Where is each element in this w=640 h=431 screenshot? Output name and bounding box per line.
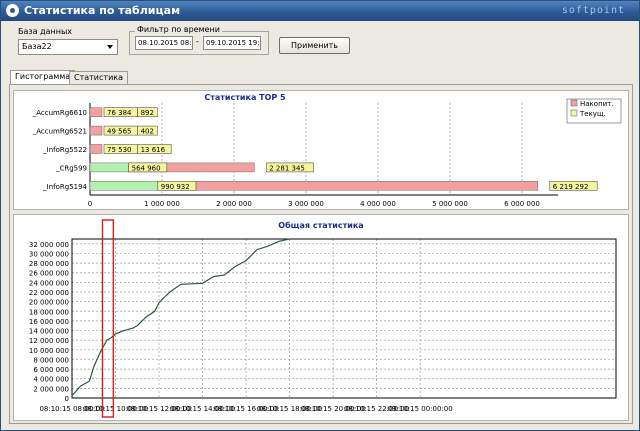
x-tick-label: 08:10:15 20:00:00 (301, 405, 366, 413)
app-icon (6, 4, 19, 17)
y-tick-label: 20 000 000 (29, 299, 69, 307)
tab-statistics[interactable]: Статистика (69, 71, 128, 84)
bar-accumulated (89, 144, 103, 154)
y-tick-label: 8 000 000 (33, 356, 69, 364)
chart-title: Общая статистика (278, 220, 363, 230)
data-label: 2 281 345 (269, 164, 305, 172)
x-tick-label: 08:10:15 08:00:00 (39, 405, 104, 413)
data-label: 75 530 (107, 146, 132, 154)
date-from-field[interactable]: 08.10.2015 08:00 (135, 36, 193, 50)
y-tick-label: 2 000 000 (33, 385, 69, 393)
category-label: _InfoRg5194 (42, 183, 87, 191)
bar-accumulated (157, 181, 539, 191)
data-label-box (128, 162, 168, 173)
x-tick-label: 08:10:15 10:00:00 (83, 405, 148, 413)
highlight-box (101, 219, 115, 418)
database-value: База22 (22, 42, 52, 51)
y-tick-label: 6 000 000 (33, 366, 69, 374)
y-tick-label: 24 000 000 (29, 279, 69, 287)
y-tick-label: 14 000 000 (29, 328, 69, 336)
database-select[interactable]: База22 (18, 39, 118, 55)
category-label: _InfoRg5522 (42, 146, 87, 154)
series-line (71, 238, 290, 397)
data-label-box (549, 181, 598, 191)
data-label-box (137, 107, 158, 118)
x-tick-label: 0 (88, 200, 92, 208)
date-range-dash: - (196, 37, 199, 46)
database-label: База данных (18, 27, 73, 36)
x-tick-label: 08:10:15 16:00:00 (214, 405, 279, 413)
x-tick-label: 09:10:15 00:00:00 (388, 405, 453, 413)
data-label-box (137, 144, 172, 154)
data-label: 76 384 (107, 109, 132, 117)
bar-accumulated (89, 125, 103, 136)
legend-label: Текущ. (579, 110, 606, 118)
x-tick-label: 08:10:15 14:00:00 (170, 405, 235, 413)
data-label-box (157, 181, 197, 191)
total-stats-chart-panel: Общая статистика 0 2 000 000 4 000 000 6 000… (13, 214, 629, 421)
y-tick-label: 0 (65, 395, 69, 403)
data-label-box (265, 162, 314, 173)
brand-logo: softpoint (561, 5, 625, 16)
x-tick-label: 08:10:15 12:00:00 (126, 405, 191, 413)
legend-label: Накопит. (580, 100, 614, 108)
chart-title: Статистика TOP 5 (204, 93, 286, 102)
x-tick-label: 4 000 000 (360, 200, 396, 208)
chevron-down-icon[interactable] (104, 41, 116, 53)
bar-accumulated (89, 107, 103, 117)
legend-swatch (570, 99, 578, 107)
data-label: 564 960 (132, 164, 161, 172)
tab-panel: Статистика TOP 5 0 1 000 000 2 000 000 3 000… (9, 84, 633, 424)
category-label: _AccumRg6610 (32, 109, 87, 117)
x-tick-label: 08:10:15 22:00:00 (344, 405, 409, 413)
y-tick-label: 18 000 000 (29, 308, 69, 316)
data-label-box (137, 125, 158, 136)
y-tick-label: 16 000 000 (29, 318, 69, 326)
data-label: 892 (141, 109, 154, 117)
data-label: 6 219 292 (553, 183, 589, 191)
time-filter-label: Фильтр по времени (135, 25, 222, 34)
tab-histogram[interactable]: Гистограмма (10, 70, 76, 85)
y-tick-label: 26 000 000 (29, 270, 69, 278)
window-title: Статистика по таблицам (24, 4, 181, 17)
x-tick-label: 3 000 000 (288, 200, 324, 208)
y-tick-label: 12 000 000 (29, 337, 69, 345)
data-label: 49 565 (107, 128, 132, 136)
y-tick-label: 22 000 000 (29, 289, 69, 297)
x-tick-label: 2 000 000 (216, 200, 252, 208)
date-to-field[interactable]: 09.10.2015 19:00 (203, 36, 261, 50)
category-label: _CRg599 (55, 164, 87, 172)
x-tick-label: 5 000 000 (432, 200, 468, 208)
title-bar: Статистика по таблицам softpoint (1, 1, 639, 21)
y-tick-label: 32 000 000 (29, 241, 69, 249)
plot-frame (71, 238, 617, 399)
x-tick-label: 1 000 000 (144, 200, 180, 208)
top5-chart: Статистика TOP 5 0 1 000 000 2 000 000 3 000… (32, 93, 622, 208)
y-tick-label: 4 000 000 (33, 376, 69, 384)
bar-green (89, 162, 129, 173)
category-label: _AccumRg6521 (32, 128, 87, 136)
x-tick-label: 08:10:15 18:00:00 (257, 405, 322, 413)
apply-button[interactable]: Применить (279, 37, 350, 54)
bar-green (89, 181, 159, 191)
legend-swatch (570, 109, 578, 117)
top5-chart-panel: Статистика TOP 5 0 1 000 000 2 000 000 3 000… (13, 90, 629, 210)
data-label: 990 932 (161, 183, 190, 191)
x-tick-label: 6 000 000 (504, 200, 540, 208)
data-label: 13 616 (141, 146, 166, 154)
y-tick-label: 10 000 000 (29, 347, 69, 355)
data-label: 402 (141, 128, 154, 136)
y-tick-label: 28 000 000 (29, 260, 69, 268)
y-tick-label: 30 000 000 (29, 250, 69, 258)
